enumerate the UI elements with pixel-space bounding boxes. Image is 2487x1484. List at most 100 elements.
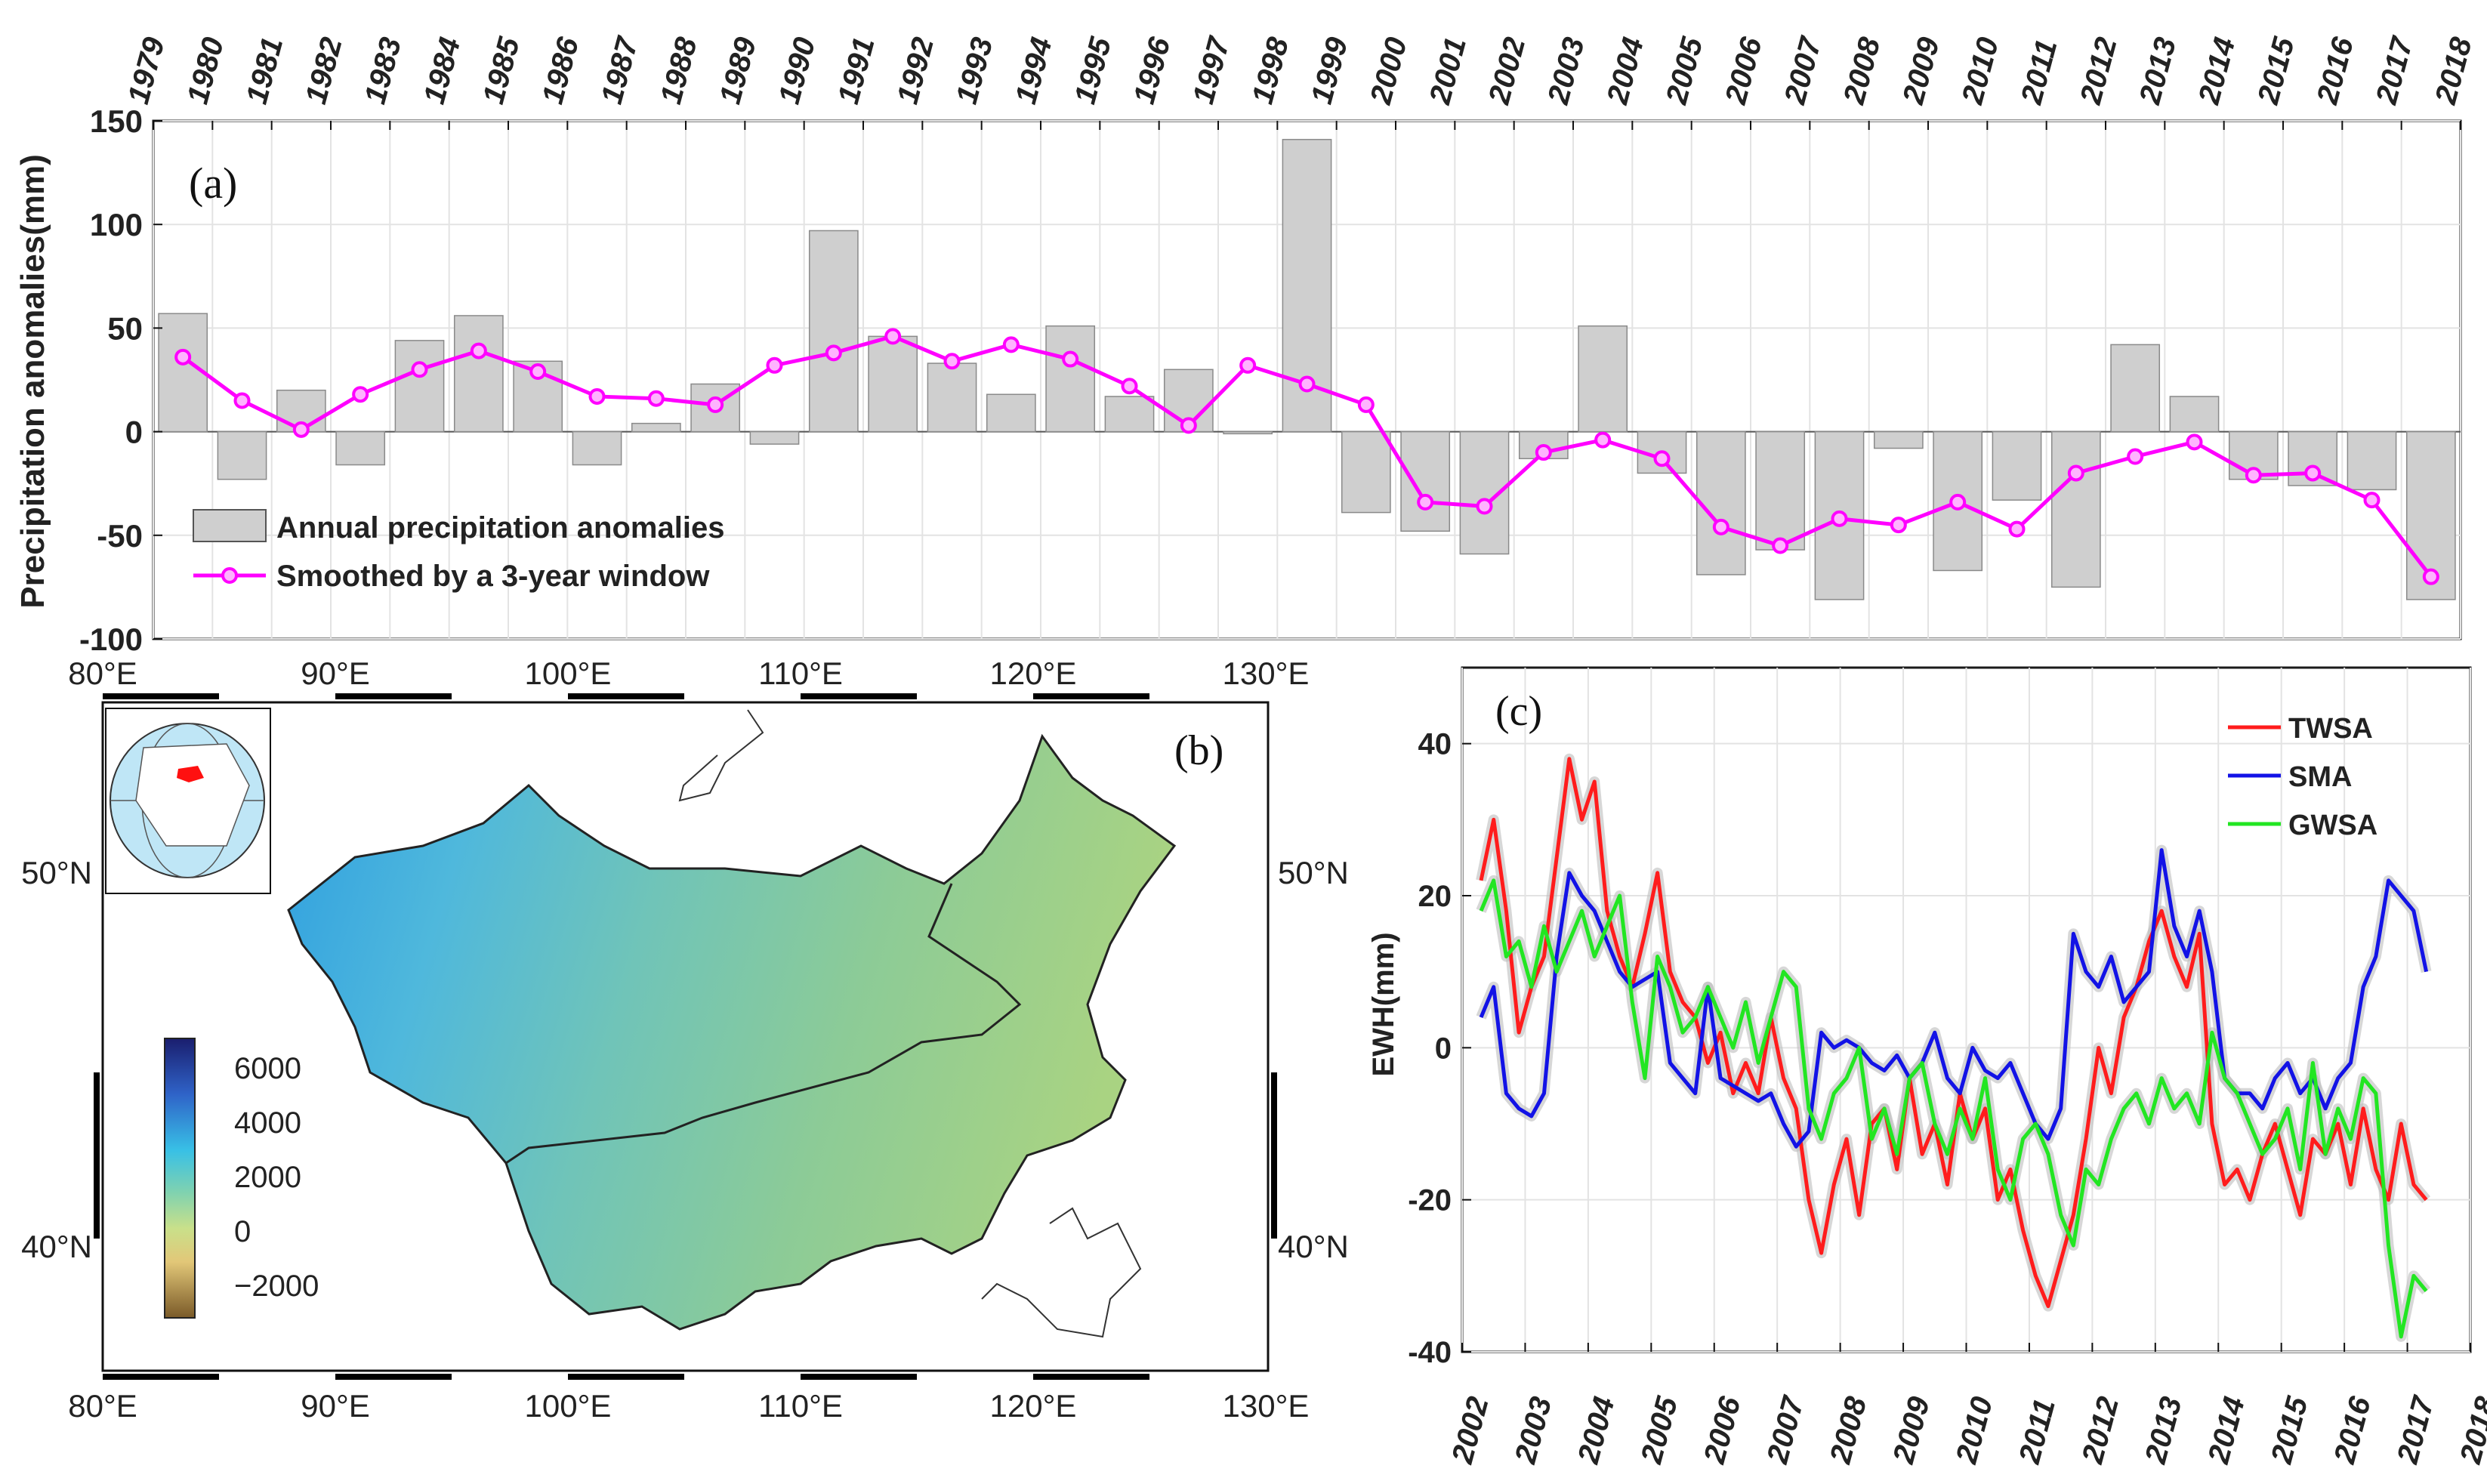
panel-a-y-tick-label: -100 bbox=[79, 622, 143, 657]
precipitation-bar bbox=[2050, 430, 2101, 588]
panel-a-x-tick-label: 2004 bbox=[1600, 34, 1650, 108]
precipitation-bar bbox=[868, 335, 918, 433]
panel-a-y-tick-label: -50 bbox=[97, 518, 143, 554]
smoothed-marker bbox=[411, 361, 428, 378]
panel-c-x-tick-label: 2008 bbox=[1824, 1393, 1874, 1467]
precipitation-bar bbox=[1104, 396, 1155, 433]
map-bottom-lon-label: 100°E bbox=[525, 1388, 612, 1424]
panel-a-x-tick-label: 2010 bbox=[1955, 34, 2005, 108]
smoothed-marker bbox=[1239, 356, 1257, 374]
precipitation-bar bbox=[158, 313, 208, 433]
panel-a-x-tick-label: 2008 bbox=[1837, 33, 1887, 108]
precipitation-bar bbox=[394, 340, 445, 433]
colorbar-tick-label: 0 bbox=[234, 1215, 251, 1248]
smoothed-marker bbox=[943, 353, 961, 370]
smoothed-marker bbox=[1831, 510, 1848, 527]
panel-c-x-ticks: 2002 2003 2004 2005 2006 2007 2008 2009 2010 2011… bbox=[1446, 1343, 2487, 1467]
globe-landmass bbox=[135, 743, 250, 847]
smoothed-marker bbox=[233, 392, 251, 409]
smoothed-marker bbox=[1180, 417, 1197, 434]
panel-c-x-tick-label: 2004 bbox=[1572, 1393, 1621, 1467]
panel-a-y-tick-label: 100 bbox=[90, 207, 143, 242]
panel-c-x-tick-label: 2014 bbox=[2202, 1393, 2251, 1467]
panel-c-y-tick-label: -40 bbox=[1408, 1336, 1452, 1369]
precipitation-bar bbox=[1755, 430, 1806, 551]
smoothed-marker bbox=[1121, 378, 1138, 395]
panel-c-x-tick-label: 2017 bbox=[2390, 1392, 2440, 1467]
sma-line bbox=[1479, 848, 2429, 1149]
smoothed-marker bbox=[1357, 396, 1375, 413]
map-bottom-lon-label: 80°E bbox=[68, 1388, 137, 1424]
panel-a-x-tick-label: 1998 bbox=[1246, 33, 1296, 107]
map-top-lon-label: 100°E bbox=[525, 656, 612, 691]
map-top-lon-label: 80°E bbox=[68, 656, 137, 691]
panel-c-x-tick-label: 2007 bbox=[1760, 1392, 1810, 1467]
panel-c-x-tick-label: 2012 bbox=[2075, 1393, 2125, 1467]
panel-a-x-tick-label: 1988 bbox=[654, 33, 704, 107]
panel-a-label: (a) bbox=[189, 159, 237, 208]
panel-a-x-tick-label: 1990 bbox=[773, 34, 822, 107]
panel-a-x-tick-label: 2014 bbox=[2192, 34, 2242, 108]
panel-a-x-tick-label: 2011 bbox=[2015, 36, 2064, 108]
legend-sma-label: SMA bbox=[2288, 761, 2352, 793]
map-left-lat-label: 40°N bbox=[21, 1229, 92, 1264]
panel-b-label: (b) bbox=[1174, 727, 1223, 774]
map-top-lon-label: 120°E bbox=[990, 656, 1077, 691]
precipitation-bar bbox=[217, 430, 267, 480]
panel-a-x-tick-label: 1983 bbox=[359, 34, 409, 107]
panel-a-x-tick-label: 2016 bbox=[2310, 33, 2360, 108]
panel-c-y-axis-label: EWH(mm) bbox=[1367, 932, 1400, 1076]
precipitation-bar bbox=[1873, 430, 1924, 449]
panel-c-y-tick-label: 20 bbox=[1418, 880, 1452, 913]
smoothed-marker bbox=[766, 356, 783, 374]
smoothed-marker bbox=[2304, 464, 2322, 482]
panel-a-y-axis-label: Precipitation anomalies(mm) bbox=[14, 154, 51, 608]
legend-smooth-label: Smoothed by a 3-year window bbox=[276, 560, 710, 593]
panel-a-x-tick-label: 2012 bbox=[2074, 34, 2124, 108]
smoothed-marker bbox=[2245, 467, 2262, 484]
panel-a-y-tick-label: 50 bbox=[107, 310, 143, 346]
smoothed-marker bbox=[1417, 493, 1434, 511]
panel-c-x-tick-label: 2016 bbox=[2328, 1393, 2377, 1467]
panel-a-x-tick-label: 2015 bbox=[2251, 33, 2301, 108]
map-right-lat-label: 50°N bbox=[1278, 855, 1349, 890]
panel-a-x-tick-label: 1981 bbox=[240, 34, 290, 107]
panel-a-x-tick-label: 1993 bbox=[950, 34, 1000, 107]
smoothed-marker bbox=[707, 396, 724, 413]
panel-a-x-tick-label: 1999 bbox=[1305, 33, 1355, 107]
panel-a-x-tick-label: 2005 bbox=[1660, 33, 1710, 108]
map-top-lon-label: 130°E bbox=[1223, 656, 1310, 691]
colorbar-tick-label: 6000 bbox=[234, 1052, 301, 1085]
panel-a-x-tick-label: 1997 bbox=[1186, 32, 1236, 107]
precipitation-bar bbox=[453, 315, 504, 433]
smoothed-marker bbox=[1476, 498, 1493, 515]
study-region-terrain bbox=[287, 733, 1177, 1331]
panel-c-x-tick-label: 2010 bbox=[1949, 1393, 1999, 1467]
map-frame-ticks bbox=[94, 693, 1277, 1380]
panel-c-y-tick-label: 40 bbox=[1418, 728, 1452, 761]
smoothed-marker bbox=[2363, 492, 2381, 509]
smoothed-marker bbox=[292, 421, 310, 438]
elevation-colorbar bbox=[164, 1038, 196, 1319]
smoothed-marker bbox=[1535, 444, 1552, 461]
panel-a-x-tick-label: 2009 bbox=[1896, 33, 1946, 108]
smoothed-marker bbox=[2127, 448, 2144, 465]
panel-a-x-tick-label: 1980 bbox=[181, 34, 231, 107]
legend-bar-swatch bbox=[193, 509, 267, 542]
precipitation-bars bbox=[158, 138, 2456, 600]
panel-c-y-tick-label: 0 bbox=[1435, 1032, 1452, 1065]
smoothed-marker bbox=[1890, 517, 1907, 534]
colorbar-tick-label: −2000 bbox=[234, 1270, 319, 1303]
panel-c-x-tick-label: 2002 bbox=[1446, 1393, 1495, 1467]
panel-c-x-tick-label: 2009 bbox=[1887, 1393, 1936, 1467]
map-left-lat-label: 50°N bbox=[21, 855, 92, 890]
panel-b-map: 6000 4000 2000 0 −2000 80°E 80°E 90°E 90°E 100°E… bbox=[21, 656, 1349, 1424]
panel-c-legend: TWSA SMA GWSA bbox=[2228, 713, 2377, 841]
panel-a: 1979 1980 1981 1982 1983 1984 1985 1986 1987 1988… bbox=[14, 32, 2479, 657]
gwsa-line bbox=[1479, 878, 2428, 1339]
panel-a-x-tick-label: 2007 bbox=[1778, 32, 1828, 108]
panel-c-x-tick-label: 2013 bbox=[2139, 1393, 2189, 1467]
ewh-series bbox=[1476, 753, 2432, 1342]
panel-a-x-ticks: 1979 1980 1981 1982 1983 1984 1985 1986 1987 1988… bbox=[122, 32, 2479, 130]
